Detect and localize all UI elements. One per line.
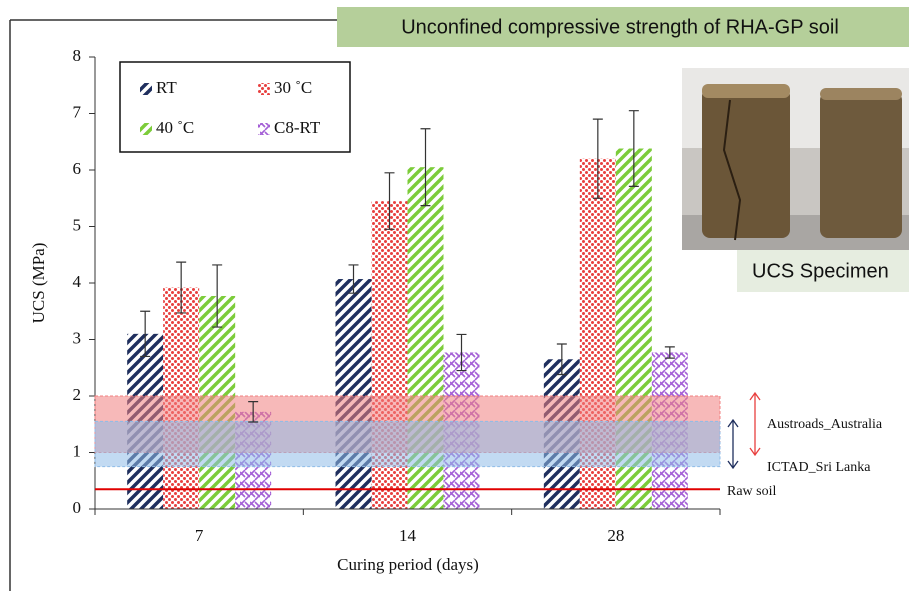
error-bar — [176, 261, 187, 314]
error-bar — [348, 264, 359, 294]
band-label: ICTAD_Sri Lanka — [767, 460, 871, 475]
legend-swatch — [258, 123, 270, 135]
error-bar — [384, 172, 395, 230]
y-axis-title: UCS (MPa) — [29, 243, 48, 324]
line-label: Raw soil — [727, 484, 777, 499]
x-axis-title: Curing period (days) — [337, 555, 479, 574]
error-bar — [248, 401, 259, 423]
y-tick-label: 2 — [73, 385, 82, 404]
inset-caption: UCS Specimen — [752, 260, 889, 282]
error-bar — [592, 118, 603, 199]
title-box — [337, 7, 909, 47]
chart-title: Unconfined compressive strength of RHA-G… — [401, 16, 839, 38]
y-tick-label: 6 — [73, 159, 82, 178]
x-tick-label: 28 — [607, 526, 624, 545]
photo — [682, 68, 909, 250]
y-tick-label: 5 — [73, 215, 82, 234]
legend-label: RT — [156, 78, 177, 97]
legend-label: 40 ˚C — [156, 118, 194, 137]
band-label: Austroads_Australia — [767, 417, 883, 432]
error-bar — [628, 110, 639, 187]
legend-swatch — [140, 123, 152, 135]
legend-swatch — [140, 83, 152, 95]
x-tick-label: 7 — [195, 526, 204, 545]
y-tick-label: 8 — [73, 46, 82, 65]
y-tick-label: 7 — [73, 102, 82, 121]
legend-label: C8-RT — [274, 118, 321, 137]
error-bar — [556, 343, 567, 376]
y-tick-label: 0 — [73, 498, 82, 517]
error-bar — [420, 128, 431, 207]
legend-swatch — [258, 83, 270, 95]
reference-band — [94, 420, 721, 468]
error-bar — [664, 346, 675, 359]
y-tick-label: 4 — [73, 272, 82, 291]
y-tick-label: 3 — [73, 328, 82, 347]
y-tick-label: 1 — [73, 441, 82, 460]
range-arrows — [727, 391, 761, 470]
legend — [119, 61, 351, 153]
bar — [335, 279, 372, 509]
legend-label: 30 ˚C — [274, 78, 312, 97]
x-tick-label: 14 — [399, 526, 417, 545]
caption-box — [737, 250, 909, 292]
error-bar — [140, 310, 151, 358]
error-bar — [212, 264, 223, 328]
error-bar — [456, 333, 467, 372]
